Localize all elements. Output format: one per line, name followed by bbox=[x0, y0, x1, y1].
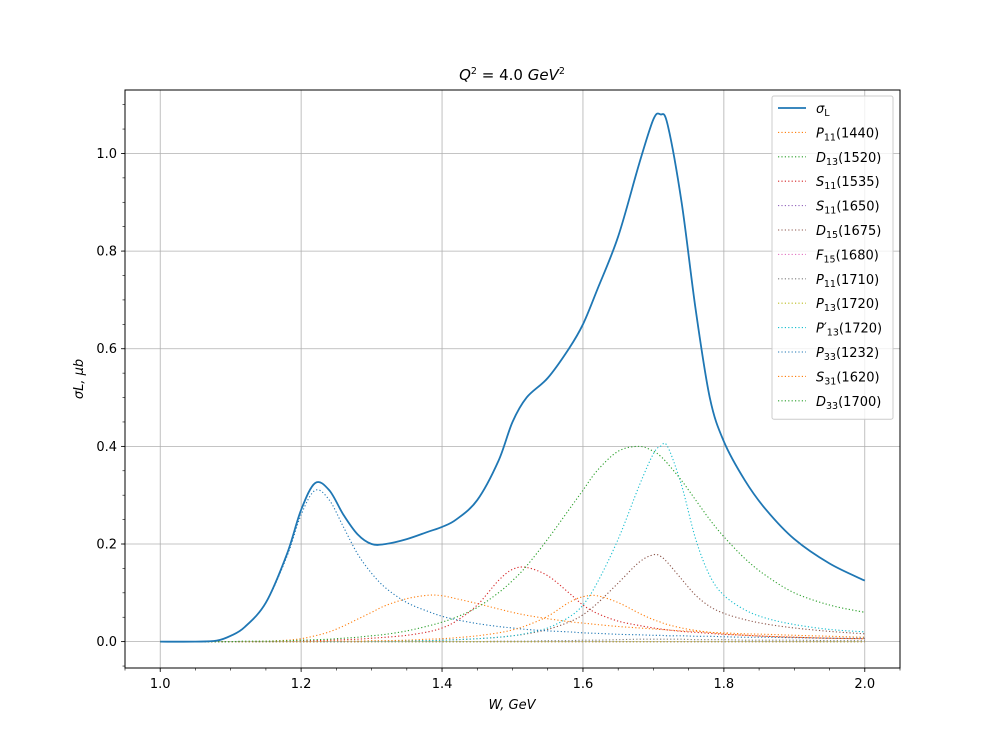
legend-label: P11(1440) bbox=[816, 126, 879, 143]
x-tick-label: 1.6 bbox=[573, 677, 594, 692]
grid bbox=[125, 90, 900, 668]
legend-label: D13(1520) bbox=[816, 151, 881, 168]
series-group bbox=[160, 112, 866, 643]
y-tick-label: 0.2 bbox=[96, 538, 117, 553]
legend-label: σL bbox=[816, 102, 830, 119]
legend-label: P11(1710) bbox=[816, 273, 879, 290]
series-line-d15-1675- bbox=[160, 553, 865, 643]
y-tick-label: 0.4 bbox=[96, 440, 117, 455]
y-tick-label: 0.8 bbox=[96, 245, 117, 260]
legend-label: D15(1675) bbox=[816, 224, 881, 241]
y-tick-label: 1.0 bbox=[96, 147, 117, 162]
legend: σL P11(1440) D13(1520) S11(1535) S11(1650) D1… bbox=[771, 95, 894, 420]
legend-box bbox=[771, 95, 894, 420]
legend-label: F15(1680) bbox=[816, 248, 879, 265]
y-axis-label: σL, μb bbox=[72, 359, 87, 399]
series-line--l bbox=[160, 112, 866, 643]
legend-label: P33(1232) bbox=[816, 346, 879, 363]
legend-label: P13(1720) bbox=[816, 297, 879, 314]
chart-title: Q2 = 4.0 GeV2 bbox=[459, 66, 565, 84]
x-tick-label: 2.0 bbox=[854, 677, 875, 692]
series-line-p33-1232- bbox=[160, 489, 865, 643]
x-axis-label: W, GeV bbox=[488, 698, 536, 713]
x-tick-label: 1.4 bbox=[432, 677, 453, 692]
ticks: 1.0 1.2 1.4 1.6 1.8 2.0 0.0 0.2 0.4 0.6 0.8 1.0 bbox=[96, 104, 901, 692]
x-tick-label: 1.8 bbox=[714, 677, 735, 692]
legend-label: S31(1620) bbox=[816, 370, 880, 387]
series-line-d33-1700- bbox=[160, 445, 865, 643]
legend-label: S11(1650) bbox=[816, 200, 880, 217]
series-line-s11-1535- bbox=[160, 566, 865, 643]
y-tick-label: 0.6 bbox=[96, 342, 117, 357]
legend-label: P′13(1720) bbox=[816, 322, 882, 339]
y-tick-label: 0.0 bbox=[96, 635, 117, 650]
legend-label: D33(1700) bbox=[816, 395, 881, 412]
x-tick-label: 1.2 bbox=[291, 677, 312, 692]
series-line-s31-1620- bbox=[160, 594, 865, 643]
legend-label: S11(1535) bbox=[816, 175, 880, 192]
x-tick-label: 1.0 bbox=[150, 677, 171, 692]
